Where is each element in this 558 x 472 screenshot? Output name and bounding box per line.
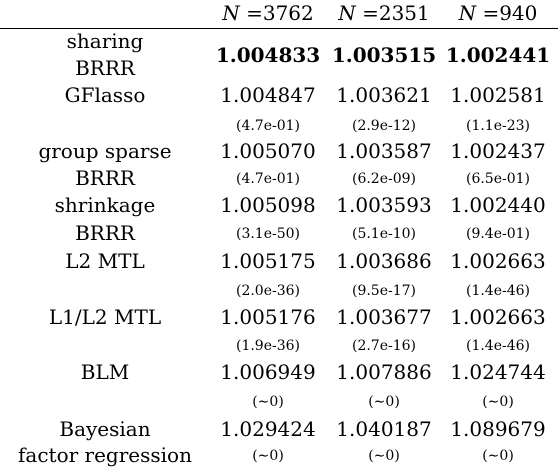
header-col-1-value: =3762 — [239, 1, 314, 25]
row-0-value-2: 1.003515 — [331, 43, 437, 67]
row-2-value-3: 1.002437 — [450, 139, 546, 163]
row-0-value-1: 1.004833 — [215, 43, 321, 67]
row-5-value-1: 1.005176 — [220, 305, 316, 329]
row-1-pvalue-1: (4.7e-01) — [235, 118, 301, 134]
row-5-value-3: 1.002663 — [450, 305, 546, 329]
row-4-pvalue-2: (9.5e-17) — [351, 283, 417, 299]
header-col-3-value: =940 — [476, 1, 538, 25]
row-1-value-3: 1.002581 — [450, 83, 546, 107]
row-0-name-line-1: sharing — [66, 29, 144, 53]
row-2-pvalue-3: (6.5e-01) — [465, 171, 531, 187]
row-2-name-line-2: BRRR — [75, 166, 135, 190]
header-col-1-symbol: N — [222, 1, 240, 25]
row-1-pvalue-3: (1.1e-23) — [465, 118, 531, 134]
row-4-value-1: 1.005175 — [220, 249, 316, 273]
header-col-2-value: =2351 — [355, 1, 430, 25]
header-col-3-symbol: N — [458, 1, 477, 25]
row-4-value-3: 1.002663 — [450, 249, 546, 273]
row-0-value-3: 1.002441 — [445, 43, 551, 67]
row-4-value-2: 1.003686 — [336, 249, 432, 273]
row-6-value-2: 1.007886 — [336, 360, 432, 384]
row-3-name-line-2: BRRR — [75, 221, 135, 245]
row-1-value-2: 1.003621 — [336, 83, 432, 107]
header-col-2-symbol: N — [338, 1, 356, 25]
row-3-value-1: 1.005098 — [220, 193, 316, 217]
row-5-value-2: 1.003677 — [336, 305, 432, 329]
row-5-pvalue-1: (1.9e-36) — [235, 338, 301, 354]
header-col-2: N =2351 — [328, 0, 440, 26]
header-col-1: N =3762 — [212, 0, 324, 26]
row-6-value-1: 1.006949 — [220, 360, 316, 384]
row-1-pvalue-2: (2.9e-12) — [351, 118, 417, 134]
row-5-pvalue-2: (2.7e-16) — [351, 338, 417, 354]
row-0-name-line-2: BRRR — [75, 56, 135, 80]
row-2-pvalue-1: (4.7e-01) — [235, 171, 301, 187]
row-2-name-line-1: group sparse — [38, 139, 172, 163]
row-7-value-1: 1.029424 — [220, 417, 316, 441]
row-3-value-3: 1.002440 — [450, 193, 546, 217]
row-2-value-1: 1.005070 — [220, 139, 316, 163]
header-rule — [0, 28, 558, 29]
row-3-value-2: 1.003593 — [336, 193, 432, 217]
row-3-name-line-1: shrinkage — [54, 193, 156, 217]
row-6-pvalue-1: (∼0) — [252, 394, 284, 410]
row-7-value-2: 1.040187 — [336, 417, 432, 441]
row-3-pvalue-1: (3.1e-50) — [235, 226, 301, 242]
row-4-pvalue-1: (2.0e-36) — [235, 283, 301, 299]
row-7-name-line-2: factor regression — [18, 443, 192, 467]
row-1-value-1: 1.004847 — [220, 83, 316, 107]
row-5-name-line-1: L1/L2 MTL — [48, 305, 162, 329]
row-7-pvalue-2: (∼0) — [368, 448, 400, 464]
row-7-pvalue-1: (∼0) — [252, 448, 284, 464]
row-6-value-3: 1.024744 — [450, 360, 546, 384]
row-7-value-3: 1.089679 — [450, 417, 546, 441]
row-4-pvalue-3: (1.4e-46) — [465, 283, 531, 299]
row-6-pvalue-3: (∼0) — [482, 394, 514, 410]
row-1-name-line-1: GFlasso — [64, 83, 146, 107]
row-2-value-2: 1.003587 — [336, 139, 432, 163]
header-col-3: N =940 — [442, 0, 554, 26]
row-3-pvalue-3: (9.4e-01) — [465, 226, 531, 242]
row-3-pvalue-2: (5.1e-10) — [351, 226, 417, 242]
row-5-pvalue-3: (1.4e-46) — [465, 338, 531, 354]
row-7-name-line-1: Bayesian — [59, 417, 151, 441]
row-4-name-line-1: L2 MTL — [65, 249, 145, 273]
row-7-pvalue-3: (∼0) — [482, 448, 514, 464]
row-2-pvalue-2: (6.2e-09) — [351, 171, 417, 187]
row-6-pvalue-2: (∼0) — [368, 394, 400, 410]
row-6-name-line-1: BLM — [80, 360, 130, 384]
